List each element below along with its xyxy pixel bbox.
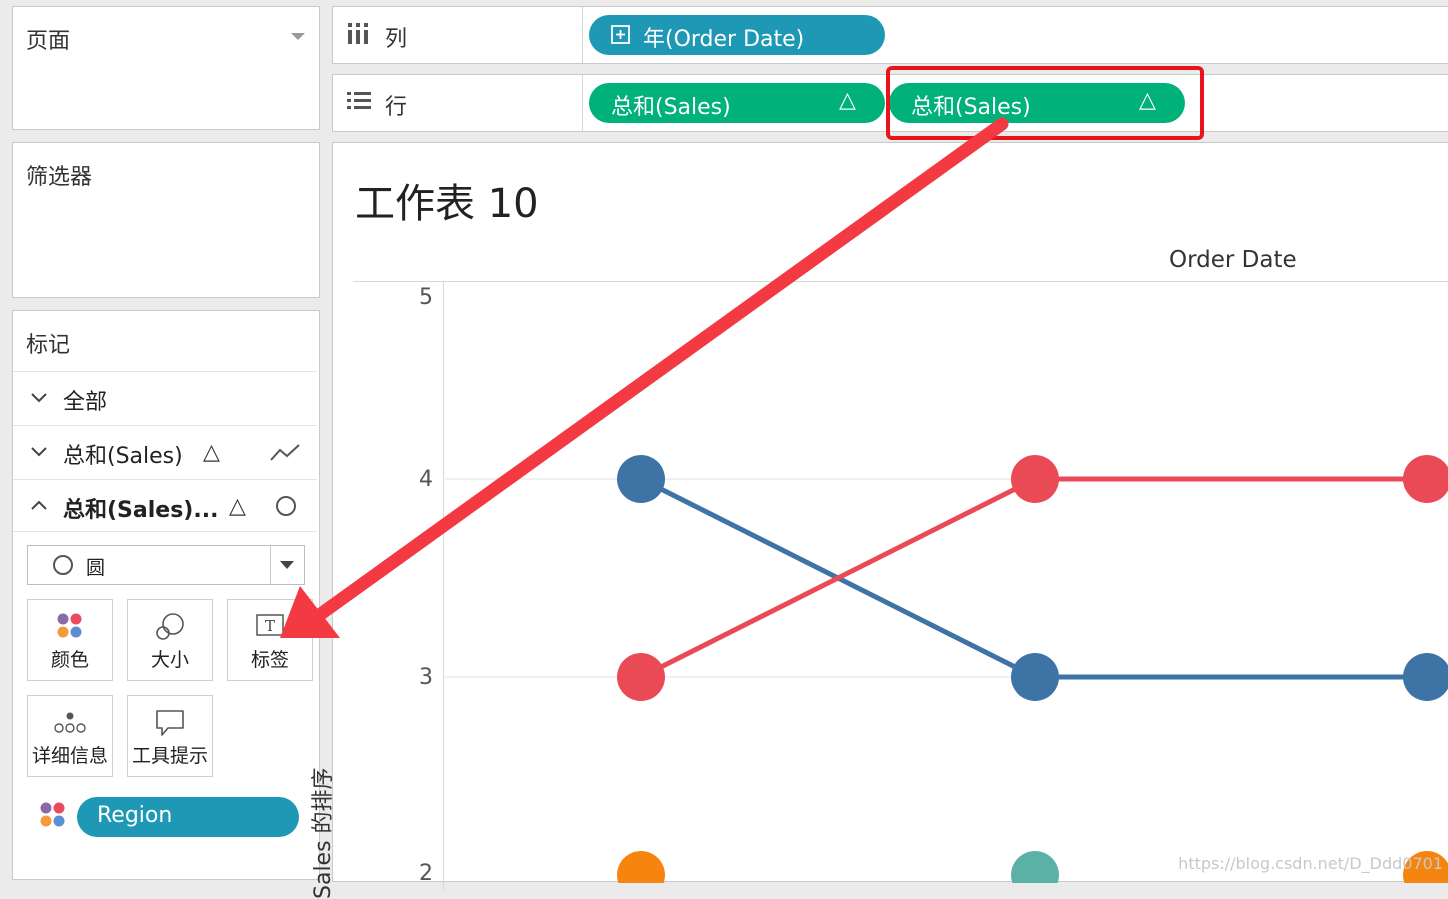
pages-title: 页面 (26, 29, 71, 54)
sum-sales-pill-2[interactable]: 总和(Sales) △ (889, 83, 1185, 123)
data-point[interactable] (1403, 455, 1448, 503)
columns-shelf[interactable]: 列 年(Order Date) (332, 6, 1448, 64)
detail-button[interactable]: 详细信息 (27, 695, 113, 777)
divider (270, 546, 271, 584)
line-icon (270, 444, 300, 461)
table-calc-delta: △ (229, 494, 246, 519)
table-calc-delta: △ (1139, 88, 1156, 113)
marks-card-label: 全部 (63, 390, 108, 415)
columns-icon (348, 23, 368, 44)
rows-shelf-label: 行 (385, 95, 408, 120)
pill-label: 总和(Sales) (611, 95, 731, 120)
circle-icon (53, 555, 73, 575)
filters-title: 筛选器 (26, 165, 93, 190)
color-icon (40, 802, 65, 827)
data-point[interactable] (1011, 851, 1059, 883)
table-calc-delta: △ (203, 440, 220, 465)
marks-card-label: 总和(Sales)... (63, 498, 219, 523)
column-header: Order Date (1169, 247, 1297, 273)
rows-icon (347, 92, 371, 109)
size-button-label: 大小 (150, 649, 189, 671)
chevron-down-icon[interactable] (29, 388, 49, 408)
divider (582, 75, 583, 131)
region-color-pill[interactable]: Region (77, 797, 299, 837)
marks-card-all[interactable]: 全部 (13, 371, 317, 424)
chart-plot (445, 455, 1448, 883)
marks-card-sum-sales-circle[interactable]: 总和(Sales)... △ (13, 479, 317, 532)
marks-card-sum-sales-line[interactable]: 总和(Sales) △ (13, 425, 317, 478)
divider (582, 7, 583, 63)
marks-card-label: 总和(Sales) (63, 444, 183, 469)
size-button[interactable]: 大小 (127, 599, 213, 681)
label-icon: T (256, 614, 284, 636)
detail-icon (54, 712, 86, 733)
worksheet-view[interactable]: 工作表 10 Order Date 5 4 3 2 Sales 的排序 http… (311, 142, 1448, 899)
label-button[interactable]: T 标签 (227, 599, 313, 681)
chevron-up-icon[interactable] (29, 496, 49, 516)
size-icon (156, 613, 184, 640)
marks-title: 标记 (26, 333, 71, 358)
data-point[interactable] (1011, 653, 1059, 701)
table-calc-delta: △ (839, 88, 856, 113)
tooltip-icon (156, 710, 184, 736)
color-button-label: 颜色 (50, 649, 89, 671)
y-tick-label: 3 (419, 665, 433, 690)
pill-label: 总和(Sales) (911, 95, 1031, 120)
pages-dropdown-icon[interactable] (291, 33, 305, 43)
detail-button-label: 详细信息 (31, 745, 108, 767)
sum-sales-pill-1[interactable]: 总和(Sales) △ (589, 83, 885, 123)
mark-type-select[interactable]: 圆 (27, 545, 305, 585)
data-point[interactable] (617, 851, 665, 883)
mark-type-value: 圆 (86, 557, 106, 579)
tooltip-button[interactable]: 工具提示 (127, 695, 213, 777)
pill-label: 年(Order Date) (643, 27, 805, 52)
columns-shelf-label: 列 (385, 27, 408, 52)
marks-panel: 标记 全部 总和(Sales) △ 总和(Sales)... △ 圆 (12, 310, 320, 880)
watermark: https://blog.csdn.net/D_Ddd0701 (1178, 854, 1443, 873)
data-point[interactable] (617, 653, 665, 701)
order-date-year-pill[interactable]: 年(Order Date) (589, 15, 885, 55)
pill-label: Region (97, 803, 173, 828)
divider (13, 531, 317, 532)
data-point[interactable] (1403, 653, 1448, 701)
annotation-highlight-box (886, 66, 1204, 140)
rows-shelf[interactable]: 行 总和(Sales) △ 总和(Sales) △ (332, 74, 1448, 132)
data-point[interactable] (1011, 455, 1059, 503)
expand-icon[interactable] (611, 25, 631, 45)
color-icon (57, 613, 82, 638)
pages-panel[interactable]: 页面 (12, 6, 320, 130)
filters-panel[interactable]: 筛选器 (12, 142, 320, 298)
circle-icon (276, 496, 296, 516)
chevron-down-icon[interactable] (280, 561, 294, 570)
label-button-label: 标签 (250, 649, 289, 671)
data-point[interactable] (617, 455, 665, 503)
svg-text:T: T (265, 617, 275, 635)
chevron-down-icon[interactable] (29, 442, 49, 462)
color-button[interactable]: 颜色 (27, 599, 113, 681)
tooltip-button-label: 工具提示 (131, 745, 208, 767)
